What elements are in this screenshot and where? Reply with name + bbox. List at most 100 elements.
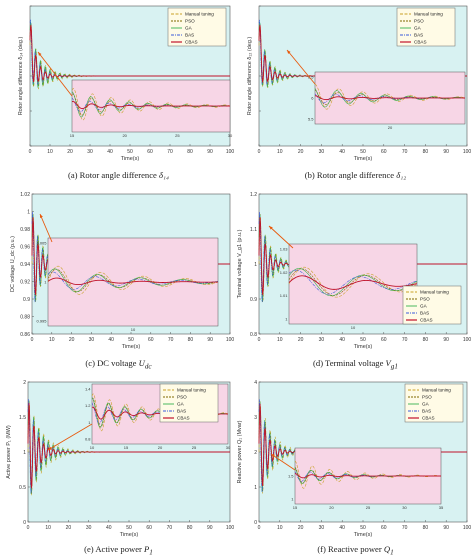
y-tick-label-c-5: 0.92 bbox=[20, 280, 30, 286]
inset-x-tick-label-f-1: 20 bbox=[329, 505, 334, 510]
inset-y-tick-label-d-3: 1 bbox=[285, 317, 288, 322]
y-axis-label-f: Reactive power Q₁ (Mvar) bbox=[237, 420, 243, 483]
caption-f-text: (f) Reactive power bbox=[317, 544, 384, 554]
inset-series-cbas-c bbox=[47, 277, 219, 286]
panel-b: 0 10 20 30 40 50 60 70 80 90 100 Time(s) Rotor angle… bbox=[237, 0, 474, 186]
legend-label-bas-d: BAS bbox=[420, 311, 429, 316]
y-tick-label-e-4: 0 bbox=[23, 520, 26, 526]
inset-series-cbas-d bbox=[288, 275, 418, 290]
inset-x-tick-label-f-3: 30 bbox=[402, 505, 407, 510]
legend-label-pso-f: PSO bbox=[422, 395, 432, 400]
caption-a: (a) Rotor angle difference δ₁₄ bbox=[0, 170, 237, 180]
inset-x-tick-label-a-1: 20 bbox=[122, 133, 127, 138]
inset-y-tick-label-e-0: 1.4 bbox=[85, 387, 91, 392]
inset-x-tick-label-e-4: 30 bbox=[226, 445, 231, 450]
y-tick-label-f-1: 3 bbox=[254, 415, 257, 421]
x-tick-label-d-0: 0 bbox=[258, 337, 261, 343]
caption-e-symbol: P bbox=[144, 544, 150, 554]
x-tick-label-a-8: 80 bbox=[187, 149, 193, 155]
x-tick-label-a-6: 60 bbox=[147, 149, 153, 155]
x-axis-label-a: Time(s) bbox=[121, 156, 140, 162]
x-tick-label-a-1: 10 bbox=[47, 149, 53, 155]
caption-d-subscript: g1 bbox=[390, 362, 398, 371]
inset-y-tick-label-d-2: 1.01 bbox=[280, 293, 289, 298]
legend-label-ga-d: GA bbox=[420, 304, 428, 309]
legend-box-a bbox=[167, 7, 227, 47]
x-tick-label-f-6: 60 bbox=[381, 525, 387, 531]
y-axis-label-b: Rotor angle difference δ₁₂ (deg.) bbox=[247, 37, 253, 116]
y-tick-label-c-0: 1.02 bbox=[20, 192, 30, 198]
caption-e-text: (e) Active power bbox=[84, 544, 145, 554]
y-tick-label-d-3: 0.9 bbox=[250, 297, 257, 303]
chart-a: 0 10 20 30 40 50 60 70 80 90 100 Time(s) Rotor angle… bbox=[18, 5, 235, 162]
x-tick-label-c-8: 80 bbox=[188, 337, 194, 343]
legend-label-bas-b: BAS bbox=[414, 33, 423, 38]
series-cbas-a bbox=[29, 24, 230, 82]
legend-label-manual-a: Manual tuning bbox=[185, 12, 214, 17]
chart-e: 0 10 20 30 40 50 60 70 80 90 100 Time(s) 2 1.5 1 0.5 0 Ac… bbox=[6, 380, 235, 538]
legend-label-ga-a: GA bbox=[185, 26, 193, 31]
inset-y-tick-label-f-1: 1.5 bbox=[288, 474, 294, 479]
zoom-arrow-e bbox=[47, 423, 93, 451]
legend-label-pso-e: PSO bbox=[177, 395, 187, 400]
legend-label-cbas-d: CBAS bbox=[420, 318, 433, 323]
x-axis-label-f: Time(s) bbox=[354, 532, 373, 538]
inset-x-tick-label-e-0: 10 bbox=[90, 445, 95, 450]
inset-x-tick-label-a-3: 30 bbox=[228, 133, 233, 138]
zoom-arrow-a bbox=[37, 51, 73, 97]
inset-series-manual-f bbox=[294, 460, 442, 489]
x-tick-label-d-10: 100 bbox=[463, 337, 472, 343]
x-tick-label-a-3: 30 bbox=[87, 149, 93, 155]
x-tick-label-f-9: 90 bbox=[443, 525, 449, 531]
y-tick-label-c-4: 0.94 bbox=[20, 262, 30, 268]
x-tick-label-f-10: 100 bbox=[463, 525, 472, 531]
inset-series-cbas-f bbox=[294, 473, 442, 479]
x-tick-label-b-8: 80 bbox=[423, 149, 429, 155]
inset-y-tick-label-f-2: 1 bbox=[291, 497, 294, 502]
y-axis-label-e: Active power P₁ (MW) bbox=[6, 425, 12, 479]
caption-c-subscript: dc bbox=[144, 362, 152, 371]
x-tick-label-e-9: 90 bbox=[207, 525, 213, 531]
x-axis-label-e: Time(s) bbox=[120, 532, 139, 538]
inset-y-tick-label-b-1: 6 bbox=[311, 96, 314, 101]
x-tick-label-c-2: 20 bbox=[69, 337, 75, 343]
x-tick-label-d-7: 70 bbox=[402, 337, 408, 343]
inset-x-tick-label-f-4: 35 bbox=[439, 505, 444, 510]
legend-label-pso-b: PSO bbox=[414, 19, 424, 24]
y-tick-label-c-2: 0.98 bbox=[20, 227, 30, 233]
x-tick-label-d-3: 30 bbox=[319, 337, 325, 343]
x-tick-label-a-10: 100 bbox=[226, 149, 235, 155]
y-axis-label-d: Terminal voltage V_g1 (p.u.) bbox=[237, 229, 243, 298]
panel-d: 0 10 20 30 40 50 60 70 80 90 100 Time(s) 1.2 1.1 1 0.9 0… bbox=[237, 186, 474, 372]
x-tick-label-e-1: 10 bbox=[45, 525, 51, 531]
x-tick-label-e-10: 100 bbox=[226, 525, 235, 531]
chart-d: 0 10 20 30 40 50 60 70 80 90 100 Time(s) 1.2 1.1 1 0.9 0… bbox=[237, 192, 472, 350]
x-tick-label-c-6: 60 bbox=[148, 337, 154, 343]
inset-x-tick-label-a-2: 25 bbox=[175, 133, 180, 138]
y-tick-label-f-4: 0 bbox=[254, 520, 257, 526]
x-tick-label-b-7: 70 bbox=[402, 149, 408, 155]
legend-label-ga-b: GA bbox=[414, 26, 422, 31]
caption-e: (e) Active power P1 bbox=[0, 544, 237, 557]
inset-series-ga-d bbox=[288, 268, 418, 297]
x-tick-label-b-4: 40 bbox=[339, 149, 345, 155]
x-tick-label-a-2: 20 bbox=[67, 149, 73, 155]
inset-y-tick-label-d-0: 1.03 bbox=[280, 247, 289, 252]
inset-x-tick-label-e-1: 15 bbox=[124, 445, 129, 450]
x-tick-label-c-4: 40 bbox=[108, 337, 114, 343]
x-tick-label-c-9: 90 bbox=[207, 337, 213, 343]
caption-a-symbol: δ₁₄ bbox=[159, 170, 169, 180]
x-tick-label-c-10: 100 bbox=[226, 337, 235, 343]
x-tick-label-c-5: 50 bbox=[128, 337, 134, 343]
caption-f-subscript: 1 bbox=[390, 548, 394, 557]
y-tick-label-c-6: 0.9 bbox=[23, 297, 30, 303]
inset-x-tick-label-c-0: 10 bbox=[131, 327, 136, 332]
inset-x-tick-label-b-0: 20 bbox=[388, 125, 393, 130]
x-tick-label-d-1: 10 bbox=[277, 337, 283, 343]
x-axis-label-c: Time(s) bbox=[122, 344, 141, 350]
x-tick-label-b-0: 0 bbox=[258, 149, 261, 155]
x-tick-label-f-2: 20 bbox=[298, 525, 304, 531]
x-axis-label-d: Time(s) bbox=[354, 344, 373, 350]
legend-label-pso-d: PSO bbox=[420, 297, 430, 302]
x-tick-label-f-7: 70 bbox=[402, 525, 408, 531]
